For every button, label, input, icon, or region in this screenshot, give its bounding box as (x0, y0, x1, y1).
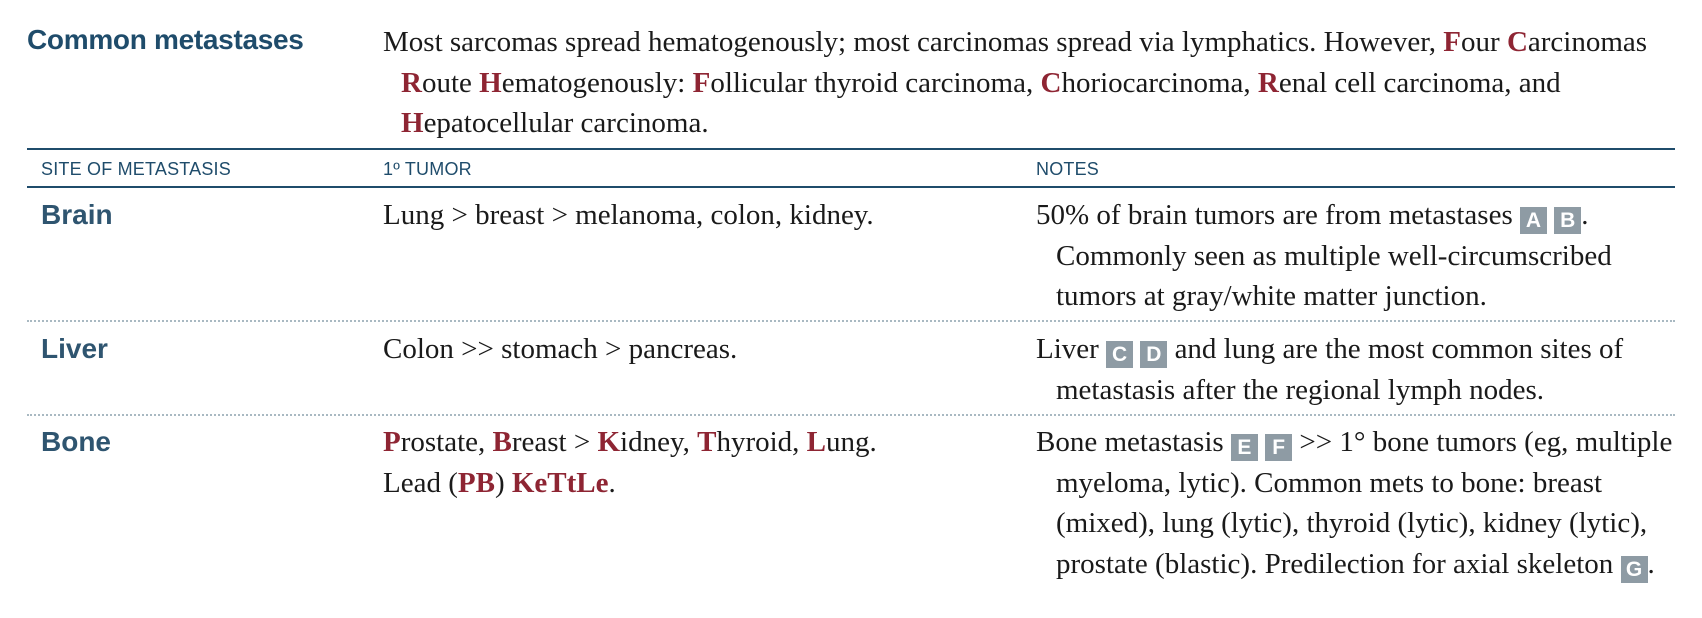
row-bone-notes: Bone metastasis E F >> 1° bone tumors (e… (1036, 422, 1696, 584)
image-reference-badge: A (1520, 207, 1547, 234)
text-run: horiocarcinoma, (1061, 66, 1258, 99)
section-title: Common metastases (27, 24, 304, 55)
text-run (1547, 199, 1554, 231)
mnemonic-letter: P (383, 426, 401, 458)
text-run: Lead ( (383, 466, 458, 499)
column-header-notes: NOTES (1036, 159, 1100, 179)
text-run: ung. (826, 426, 877, 458)
mnemonic-letter: H (401, 107, 424, 139)
intro-paragraph: Most sarcomas spread hematogenously; mos… (383, 22, 1691, 144)
row-brain-site: Brain (41, 199, 113, 230)
text-run: ematogenously: (501, 66, 693, 99)
text-run: Colon >> stomach > pancreas. (383, 333, 738, 365)
text-run: Most sarcomas spread hematogenously; mos… (383, 26, 1444, 58)
image-reference-badge: C (1106, 341, 1134, 368)
header-bottom-rule (27, 186, 1675, 188)
image-reference-badge: E (1230, 434, 1258, 461)
text-run: idney, (620, 426, 698, 458)
mnemonic-letter: KeTtLe (511, 466, 609, 499)
text-run: ollicular thyroid carcinoma, (710, 66, 1041, 99)
text-run: . (608, 466, 616, 499)
row-liver-site: Liver (41, 333, 108, 364)
row-brain-notes: 50% of brain tumors are from metastases … (1036, 195, 1696, 317)
row-liver-tumor: Colon >> stomach > pancreas. (383, 329, 973, 370)
text-run: Bone metastasis (1036, 426, 1231, 458)
text-run: rostate, (400, 426, 493, 458)
row-liver-notes: Liver C D and lung are the most common s… (1036, 329, 1696, 410)
row-bone-site: Bone (41, 426, 111, 457)
mnemonic-letter: F (692, 66, 711, 99)
text-run: and lung are the most common sites of me… (1056, 333, 1624, 406)
mnemonic-letter: C (1040, 66, 1062, 99)
text-run (1133, 333, 1140, 365)
table-top-rule (27, 148, 1675, 150)
column-header-site: SITE OF METASTASIS (41, 159, 231, 179)
text-run: ) (494, 466, 512, 499)
text-run: oute (421, 66, 480, 99)
text-run: . (1647, 547, 1655, 580)
mnemonic-letter: C (1506, 26, 1528, 58)
column-header-tumor: 1º TUMOR (383, 159, 472, 179)
mnemonic-letter: L (806, 426, 826, 458)
mnemonic-letter: H (479, 66, 502, 99)
image-reference-badge: D (1140, 341, 1168, 368)
image-reference-badge: F (1265, 434, 1293, 461)
mnemonic-letter: R (1257, 66, 1279, 99)
row-bone-tumor: Prostate, Breast > Kidney, Thyroid, Lung… (383, 422, 973, 503)
mnemonic-letter: PB (457, 466, 495, 499)
image-reference-badge: B (1554, 207, 1582, 234)
mnemonic-letter: B (492, 426, 512, 458)
row-divider (27, 320, 1675, 322)
text-run: arcinomas (1527, 26, 1648, 58)
mnemonic-letter: T (697, 426, 717, 458)
text-run: Commonly seen as multiple well-circumscr… (1056, 239, 1612, 313)
mnemonic-letter: F (1443, 26, 1462, 58)
text-run: reast > (511, 426, 598, 458)
text-run: Lung > breast > melanoma, colon, kidney. (383, 199, 874, 231)
text-run: Liver (1036, 333, 1107, 365)
text-run: epatocellular carcinoma. (423, 107, 709, 139)
text-run (1258, 426, 1265, 458)
row-divider (27, 414, 1675, 416)
mnemonic-letter: R (401, 66, 422, 99)
text-run: 50% of brain tumors are from metastases (1036, 199, 1520, 231)
row-brain-tumor: Lung > breast > melanoma, colon, kidney. (383, 195, 973, 236)
text-run: enal cell carcinoma, and (1278, 66, 1561, 99)
mnemonic-letter: K (597, 426, 621, 458)
image-reference-badge: G (1620, 555, 1648, 583)
text-run: hyroid, (716, 426, 807, 458)
text-run: our (1461, 26, 1507, 58)
text-run: . (1581, 199, 1589, 231)
text-run: >> 1° bone tumors (eg, multiple myeloma,… (1056, 426, 1673, 580)
